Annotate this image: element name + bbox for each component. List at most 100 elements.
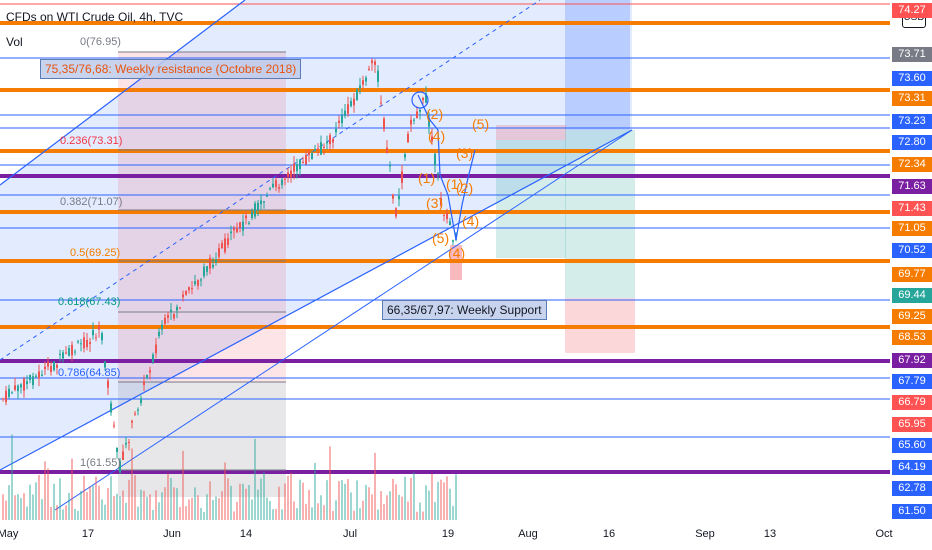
candle — [227, 238, 229, 245]
volume-bar — [167, 473, 169, 520]
time-tick-label: 13 — [763, 528, 777, 540]
fib-level-label: 0.5(69.25) — [70, 247, 121, 259]
candle — [425, 93, 427, 103]
volume-bar — [173, 487, 175, 520]
elliott-wave-label: (4) — [428, 128, 446, 144]
candle — [203, 266, 205, 277]
candle — [323, 146, 325, 148]
time-tick-label: Aug — [518, 528, 538, 540]
time-tick-label: Sep — [695, 528, 715, 540]
candle — [269, 188, 271, 190]
volume-bar — [260, 478, 262, 520]
volume-bar — [170, 478, 172, 520]
candle — [206, 266, 208, 272]
volume-bar — [413, 472, 415, 520]
price-tick-label: 71.05 — [892, 221, 932, 236]
candle — [77, 341, 79, 343]
price-tick-label: 67.79 — [892, 374, 932, 389]
volume-bar — [416, 511, 418, 520]
volume-bar — [230, 485, 232, 520]
volume-bar — [80, 490, 82, 520]
time-tick-label: Jun — [163, 528, 181, 540]
candle — [50, 366, 52, 372]
volume-bar — [14, 495, 16, 520]
candle — [266, 195, 268, 197]
volume-bar — [5, 500, 7, 520]
candle — [359, 85, 361, 89]
wave-path — [417, 94, 476, 241]
candle — [14, 385, 16, 390]
candle — [38, 371, 40, 379]
volume-bar — [128, 479, 130, 520]
price-tick-label: 71.63 — [892, 179, 932, 194]
candle — [272, 183, 274, 188]
volume-bar — [299, 479, 301, 520]
candle — [164, 317, 166, 325]
candle — [98, 325, 100, 330]
volume-bar — [65, 505, 67, 520]
candle — [182, 294, 184, 298]
candle — [404, 154, 406, 158]
volume-bar — [317, 503, 319, 520]
support-note[interactable]: 66,35/67,97: Weekly Support — [382, 300, 547, 320]
volume-bar — [233, 511, 235, 520]
volume-bar — [206, 494, 208, 520]
volume-bar — [188, 499, 190, 520]
candle — [452, 240, 454, 242]
candle — [353, 98, 355, 106]
candle — [68, 348, 70, 356]
volume-bar — [41, 499, 43, 520]
volume-bar — [29, 484, 31, 520]
volume-bar — [284, 483, 286, 520]
candle — [65, 352, 67, 354]
candle — [380, 102, 382, 104]
volume-bar — [359, 508, 361, 520]
volume-bar — [59, 478, 61, 520]
price-tick-label: 70.52 — [892, 243, 932, 258]
volume-bar — [428, 490, 430, 520]
channel-lower — [0, 129, 633, 471]
candle — [191, 288, 193, 290]
candle — [326, 141, 328, 144]
volume-bar — [422, 511, 424, 520]
volume-bar — [242, 483, 244, 520]
volume-bar — [182, 450, 184, 520]
price-tick-label: 72.34 — [892, 157, 932, 172]
price-tick-label: 69.25 — [892, 309, 932, 324]
volume-bar — [239, 483, 241, 520]
volume-bar — [314, 462, 316, 520]
volume-bar — [419, 502, 421, 520]
volume-bar — [197, 495, 199, 520]
price-tick-label: 71.43 — [892, 201, 932, 216]
volume-bar — [395, 484, 397, 520]
candle — [374, 61, 376, 65]
candle — [212, 264, 214, 268]
candle — [86, 339, 88, 348]
volume-bar — [116, 493, 118, 520]
volume-bar — [221, 491, 223, 520]
resistance-note[interactable]: 75,35/76,68: Weekly resistance (Octobre … — [40, 59, 302, 79]
volume-bar — [287, 475, 289, 520]
volume-bar — [32, 494, 34, 520]
candle — [305, 154, 307, 165]
candle — [233, 228, 235, 231]
volume-bar — [362, 500, 364, 520]
price-tick-label: 68.53 — [892, 330, 932, 345]
volume-bar — [56, 505, 58, 520]
volume-bar — [443, 482, 445, 520]
volume-bar — [401, 496, 403, 520]
candle — [332, 138, 334, 143]
candle — [308, 152, 310, 155]
candle — [197, 280, 199, 286]
candle — [125, 442, 127, 445]
candle — [401, 171, 403, 183]
candle — [161, 324, 163, 330]
candle — [170, 309, 172, 313]
volume-bar — [131, 448, 133, 520]
volume-bar — [437, 481, 439, 520]
candle — [356, 89, 358, 101]
volume-bar — [320, 495, 322, 520]
volume-bar — [86, 492, 88, 520]
